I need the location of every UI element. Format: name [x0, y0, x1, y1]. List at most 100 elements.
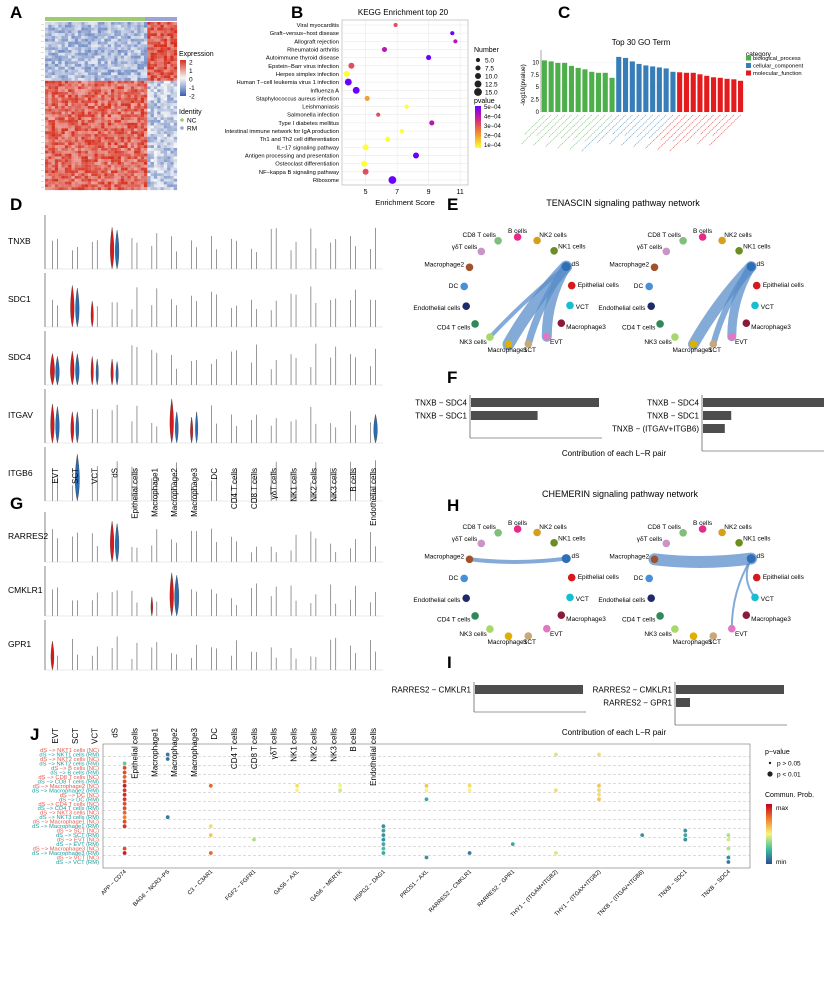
heatmap-cell: [78, 89, 82, 93]
bubble-row-label: dS −> CD8 T cells (RM): [38, 779, 99, 785]
heatmap-cell: [117, 61, 121, 65]
heatmap-cell: [107, 173, 112, 177]
heatmap-cell: [91, 89, 95, 93]
heatmap-cell: [140, 33, 145, 37]
heatmap-cell: [130, 94, 135, 98]
heatmap-cell: [147, 114, 151, 118]
network-node-label: VCT: [761, 596, 774, 603]
heatmap-cell: [160, 92, 164, 95]
kegg-size-legend-dot: [474, 80, 482, 88]
heatmap-cell: [58, 27, 62, 31]
heatmap-cell: [58, 181, 62, 185]
heatmap-cell: [163, 184, 168, 188]
heatmap-cell: [114, 103, 118, 107]
heatmap-cell: [71, 78, 75, 81]
heatmap-cell: [144, 106, 148, 109]
network-node-label: SCT: [523, 639, 536, 646]
heatmap-cell: [51, 58, 55, 62]
heatmap-cell: [51, 61, 55, 65]
heatmap-cell: [81, 142, 85, 146]
heatmap-cell: [48, 173, 52, 177]
heatmap-cell: [61, 176, 65, 179]
heatmap-cell: [91, 125, 95, 129]
heatmap-cell: [71, 122, 75, 126]
heatmap-cell: [147, 148, 151, 151]
network-node-label: Macrophage2: [424, 554, 464, 561]
heatmap-cell: [97, 69, 102, 73]
heatmap-cell: [124, 139, 128, 143]
panel-j-bubble: dS −> NKT1 cells (NC)dS −> NKT1 cells (R…: [32, 743, 814, 919]
heatmap-cell: [120, 55, 125, 59]
heatmap-cell: [160, 181, 164, 185]
heatmap-cell: [157, 75, 161, 79]
heatmap-cell: [114, 108, 118, 112]
heatmap-cell: [78, 122, 82, 126]
heatmap-cell: [120, 131, 125, 135]
heatmap-cell: [114, 131, 118, 135]
heatmap-cell: [120, 134, 125, 137]
heatmap-cell: [45, 38, 49, 42]
go-legend-label: cellular_component: [753, 64, 804, 70]
network-node-label: Macrophage1: [488, 639, 528, 646]
heatmap-cell: [74, 162, 79, 165]
heatmap-cell: [78, 75, 82, 79]
heatmap-cell: [74, 181, 79, 185]
heatmap-cell: [150, 167, 154, 171]
heatmap-cell: [84, 173, 88, 177]
heatmap-cell: [61, 139, 65, 143]
heatmap-cell: [107, 47, 112, 51]
heatmap-cell: [71, 125, 75, 129]
heatmap-cell: [147, 178, 151, 182]
heatmap-cell: [127, 117, 131, 121]
heatmap-cell: [78, 131, 82, 135]
go-term-label: [712, 114, 735, 137]
heatmap-cell: [157, 145, 161, 149]
heatmap-cell: [97, 89, 102, 93]
heatmap-cell: [74, 64, 79, 67]
heatmap-cell: [167, 139, 171, 143]
heatmap-cell: [134, 139, 138, 143]
heatmap-cell: [97, 181, 102, 185]
heatmap-cell: [114, 50, 118, 53]
heatmap-cell: [163, 58, 168, 62]
go-legend-label: biological_process: [753, 56, 801, 62]
heatmap-cell: [58, 38, 62, 42]
heatmap-cell: [61, 114, 65, 118]
heatmap-cell: [157, 117, 161, 121]
heatmap-cell: [54, 114, 59, 118]
heatmap-cell: [140, 103, 145, 107]
heatmap-cell: [150, 111, 154, 115]
heatmap-cell: [97, 33, 102, 37]
heatmap-cell: [130, 162, 135, 165]
heatmap-cell: [74, 111, 79, 115]
heatmap-cell: [144, 22, 148, 25]
heatmap-cell: [111, 72, 115, 76]
network-node-label: NK1 cells: [743, 535, 771, 542]
heatmap-cell: [140, 75, 145, 79]
heatmap-cell: [120, 22, 125, 25]
heatmap-cell: [167, 22, 171, 25]
heatmap-cell: [150, 153, 154, 157]
heatmap-cell: [111, 181, 115, 185]
go-term-label: [611, 114, 633, 135]
heatmap-cell: [117, 176, 121, 179]
heatmap-cell: [91, 55, 95, 59]
heatmap-cell: [107, 78, 112, 81]
heatmap-cell: [157, 36, 161, 39]
heatmap-cell: [78, 64, 82, 67]
bubble-point: [554, 788, 558, 793]
go-bar: [717, 77, 723, 112]
violin-shape: [95, 358, 99, 386]
heatmap-cell: [147, 184, 151, 188]
heatmap-cell: [153, 173, 158, 177]
heatmap-cell: [68, 136, 72, 140]
heatmap-cell: [137, 131, 141, 135]
heatmap-cell: [173, 170, 178, 174]
heatmap-cell: [173, 162, 178, 165]
panel-label-j: J: [30, 725, 39, 744]
heatmap-cell: [124, 92, 128, 95]
heatmap-cell: [97, 142, 102, 146]
heatmap-cell: [134, 184, 138, 188]
heatmap-cell: [117, 111, 121, 115]
